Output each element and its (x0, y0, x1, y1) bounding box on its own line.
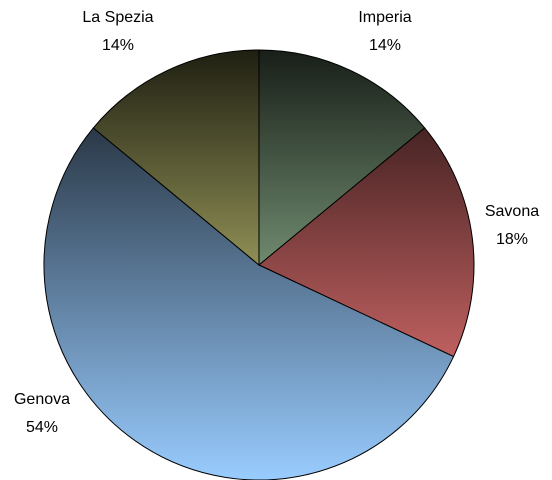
slice-label: Savona (485, 203, 539, 220)
pie-slice (258, 49, 426, 267)
slice-value-label: 54% (26, 419, 58, 436)
slice-value-label: 18% (496, 231, 528, 248)
pie-slice (43, 127, 455, 480)
slice-label: La Spezia (82, 9, 153, 26)
pie-slice (258, 127, 475, 358)
slice-value-label: 14% (369, 37, 401, 54)
pie-slice (92, 49, 260, 267)
slice-label: Genova (14, 391, 70, 408)
slice-label: Imperia (358, 9, 411, 26)
slice-value-label: 14% (102, 37, 134, 54)
